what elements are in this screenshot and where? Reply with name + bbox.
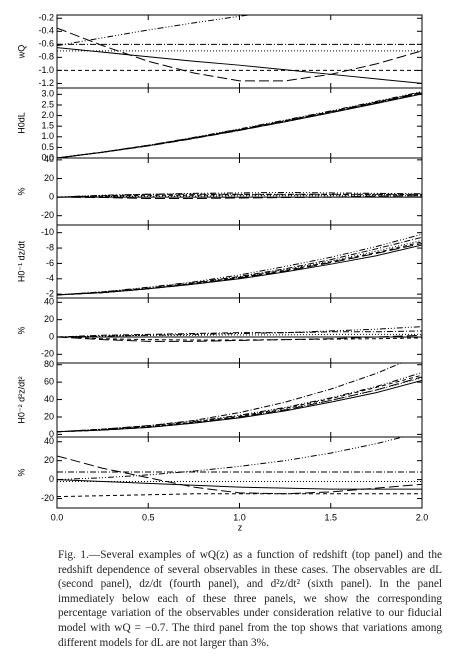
y-tick-label: -20 [41,493,54,503]
y-tick-label: -2 [46,289,54,299]
y-tick-label: 40 [44,394,54,404]
y-tick-label: 40 [44,154,54,164]
series-line [57,493,422,498]
series-line [57,91,422,158]
y-tick-label: 2.5 [41,99,54,109]
series-line [57,15,253,47]
y-tick-label: -1.2 [38,78,54,88]
y-tick-label: 0 [49,191,54,201]
series-line [57,91,422,158]
panel-frame [56,157,423,226]
series-line [57,244,422,296]
series-line [57,91,422,158]
series-line [57,233,422,296]
y-tick-label: 20 [44,411,54,421]
y-axis-label: % [16,326,26,334]
panel-frame [56,87,423,159]
y-axis-label: % [16,468,26,476]
y-tick-label: 1.0 [41,131,54,141]
y-tick-label: 20 [44,173,54,183]
y-axis-label: % [16,187,26,195]
y-tick-label: -8 [46,242,54,252]
y-axis-label: H0⁻¹ dz/dt [16,240,26,282]
series-line [57,93,422,158]
y-tick-label: 2.0 [41,110,54,120]
caption: Fig. 1.—Several examples of wQ(z) as a f… [58,549,442,649]
y-axis-label: H0dL [16,112,26,134]
y-tick-label: 1.5 [41,121,54,131]
y-tick-label: -4 [46,273,54,283]
panel-frame [56,297,423,364]
series-line [57,195,422,198]
series-line [57,379,422,433]
y-tick-label: 0.5 [41,142,54,152]
series-line [57,363,403,433]
y-tick-label: 20 [44,314,54,324]
y-tick-label: 20 [44,455,54,465]
y-tick-label: -0.8 [38,52,54,62]
series-line [57,194,422,198]
series-line [57,236,422,296]
y-tick-label: 60 [44,377,54,387]
y-tick-label: -1.0 [38,65,54,75]
panel-frame [56,362,423,438]
series-line [57,437,406,481]
y-tick-label: 0.0 [41,152,54,162]
series-line [57,241,422,296]
y-tick-label: -20 [41,210,54,220]
x-tick-label: 0.5 [142,512,155,522]
y-tick-label: 40 [44,297,54,307]
series-line [57,377,422,433]
x-axis-label: z [238,522,243,532]
y-axis-label: H0⁻² d²z/dt² [16,376,26,423]
x-tick-label: 1.0 [233,512,246,522]
y-tick-label: 0 [49,474,54,484]
series-line [57,372,422,433]
x-tick-label: 1.5 [324,512,337,522]
panel-frame [56,14,423,89]
series-line [57,195,422,199]
series-line [57,242,422,296]
series-line [57,334,422,342]
series-line [57,47,422,84]
y-tick-label: 3.0 [41,89,54,99]
y-tick-label: -0.4 [38,26,54,36]
series-line [57,92,422,158]
series-line [57,92,422,158]
figure: z -0.2-0.4-0.6-0.8-1.0-1.2wQ0.00.51.01.5… [16,13,429,533]
series-line [57,330,422,338]
panel-frame [56,224,423,299]
series-line [57,193,422,198]
y-tick-label: 0 [49,429,54,439]
y-tick-label: -6 [46,258,54,268]
y-tick-label: -0.6 [38,39,54,49]
x-tick-label: 0.0 [51,512,64,522]
series-line [57,374,422,433]
y-tick-label: 80 [44,359,54,369]
y-axis-label: wQ [16,45,26,60]
y-tick-label: 40 [44,436,54,446]
series-line [57,333,422,338]
series-line [57,455,422,495]
x-tick-label: 2.0 [416,512,429,522]
y-tick-label: 0 [49,331,54,341]
y-tick-label: -0.2 [38,13,54,23]
series-line [57,376,422,433]
y-tick-label: -10 [41,227,54,237]
y-tick-label: -20 [41,349,54,359]
